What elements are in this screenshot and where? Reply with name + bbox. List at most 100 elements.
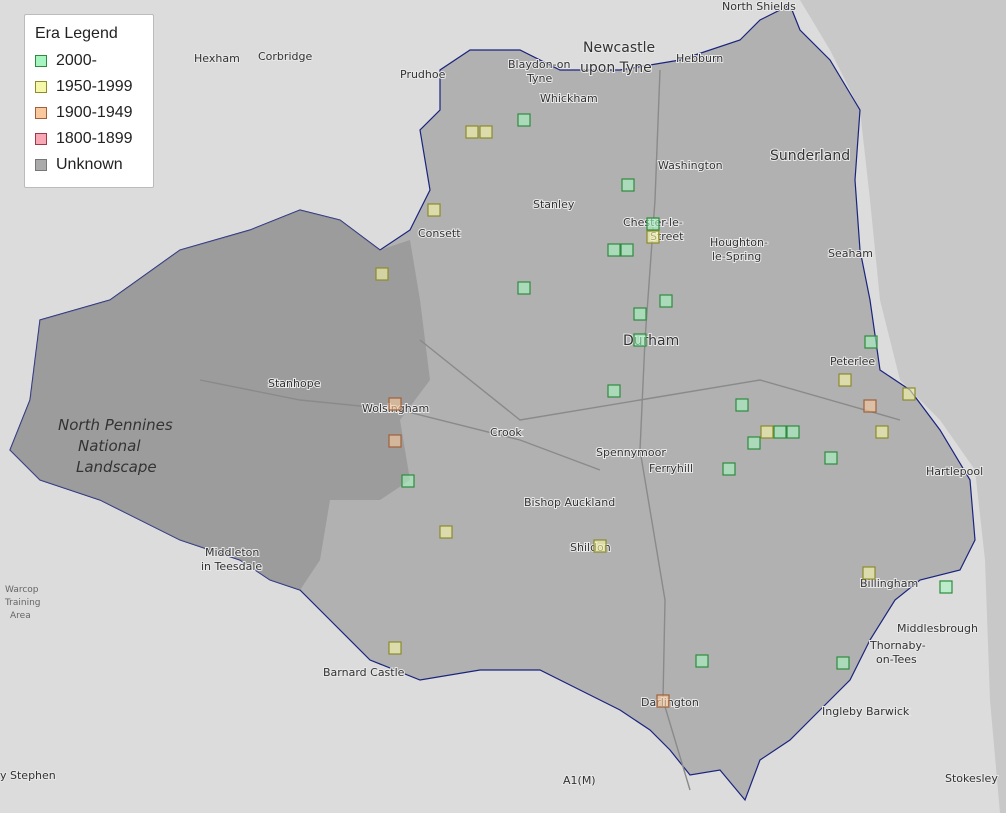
site-marker[interactable]	[517, 281, 531, 295]
site-marker[interactable]	[621, 178, 635, 192]
site-marker[interactable]	[479, 125, 493, 139]
site-marker[interactable]	[875, 425, 889, 439]
place-label-durham: Durham	[623, 333, 679, 349]
legend-item: 1900-1949	[35, 100, 143, 126]
site-marker[interactable]	[646, 217, 660, 231]
county-boundary	[9, 4, 976, 802]
place-label-darlington: Darlington	[641, 696, 699, 709]
place-label-road: A1(M)	[563, 774, 596, 787]
place-label-newcastle1: Newcastle	[583, 40, 655, 56]
site-marker[interactable]	[760, 425, 774, 439]
place-label-prudhoe: Prudhoe	[400, 68, 446, 81]
legend-swatch	[35, 133, 47, 145]
place-label-washington: Washington	[658, 159, 723, 172]
place-label-hexham: Hexham	[194, 52, 240, 65]
site-marker[interactable]	[735, 398, 749, 412]
legend-swatch	[35, 107, 47, 119]
place-label-stokesley: Stokesley	[945, 772, 998, 785]
place-label-np1: North Pennines	[58, 416, 173, 434]
place-label-barnard: Barnard Castle	[323, 666, 405, 679]
site-marker[interactable]	[864, 335, 878, 349]
site-marker[interactable]	[633, 307, 647, 321]
site-marker[interactable]	[902, 387, 916, 401]
place-label-bishop: Bishop Auckland	[524, 496, 615, 509]
place-label-sunderland: Sunderland	[770, 148, 850, 164]
place-label-np2: National	[78, 437, 141, 455]
place-label-ferryhill: Ferryhill	[649, 462, 693, 475]
legend-item: 1800-1899	[35, 126, 143, 152]
site-marker[interactable]	[388, 434, 402, 448]
place-label-ingleby: Ingleby Barwick	[822, 705, 910, 718]
place-label-stanley: Stanley	[533, 198, 575, 211]
place-label-middleton1: Middleton	[205, 546, 259, 559]
place-label-corbridge: Corbridge	[258, 50, 312, 63]
legend-item: 1950-1999	[35, 74, 143, 100]
era-legend: Era Legend 2000- 1950-1999 1900-1949 1800-1…	[24, 14, 154, 188]
place-label-middleton2: in Teesdale	[201, 560, 262, 573]
place-label-thornaby2: on-Tees	[876, 653, 917, 666]
place-label-crook: Crook	[490, 426, 522, 439]
site-marker[interactable]	[838, 373, 852, 387]
place-label-north_shields: North Shields	[722, 0, 796, 13]
place-label-np3: Landscape	[76, 458, 157, 476]
site-marker[interactable]	[427, 203, 441, 217]
legend-label: 1900-1949	[56, 104, 133, 121]
legend-swatch	[35, 159, 47, 171]
site-marker[interactable]	[863, 399, 877, 413]
site-marker[interactable]	[633, 333, 647, 347]
place-label-thornaby1: Thornaby-	[869, 639, 926, 652]
place-label-seaham: Seaham	[828, 247, 873, 260]
site-marker[interactable]	[773, 425, 787, 439]
place-label-peterlee: Peterlee	[830, 355, 875, 368]
site-marker[interactable]	[607, 384, 621, 398]
site-marker[interactable]	[593, 539, 607, 553]
place-label-houghton1: Houghton-	[710, 236, 768, 249]
national-landscape-area	[10, 210, 430, 590]
legend-label: 2000-	[56, 52, 97, 69]
site-marker[interactable]	[656, 694, 670, 708]
site-marker[interactable]	[939, 580, 953, 594]
site-marker[interactable]	[388, 641, 402, 655]
place-label-warcop1: Warcop	[5, 585, 39, 595]
site-marker[interactable]	[401, 474, 415, 488]
site-marker[interactable]	[824, 451, 838, 465]
place-label-stephen: y Stephen	[0, 769, 56, 782]
legend-label: Unknown	[56, 156, 123, 173]
site-marker[interactable]	[659, 294, 673, 308]
site-marker[interactable]	[722, 462, 736, 476]
site-marker[interactable]	[620, 243, 634, 257]
place-label-spennymoor: Spennymoor	[596, 446, 666, 459]
place-label-blaydon1: Blaydon-on	[508, 58, 570, 71]
place-label-whickham: Whickham	[540, 92, 598, 105]
site-marker[interactable]	[465, 125, 479, 139]
site-marker[interactable]	[375, 267, 389, 281]
site-marker[interactable]	[836, 656, 850, 670]
place-label-hartlepool: Hartlepool	[926, 465, 983, 478]
site-marker[interactable]	[862, 566, 876, 580]
place-label-warcop3: Area	[10, 611, 31, 621]
legend-item: 2000-	[35, 48, 143, 74]
site-marker[interactable]	[646, 230, 660, 244]
place-label-blaydon2: Tyne	[526, 72, 552, 85]
legend-swatch	[35, 81, 47, 93]
place-label-newcastle2: upon Tyne	[580, 60, 652, 76]
site-marker[interactable]	[786, 425, 800, 439]
place-label-warcop2: Training	[4, 598, 41, 608]
legend-item: Unknown	[35, 152, 143, 178]
place-label-stanhope: Stanhope	[268, 377, 321, 390]
site-marker[interactable]	[388, 397, 402, 411]
site-marker[interactable]	[607, 243, 621, 257]
place-label-houghton2: le-Spring	[712, 250, 761, 263]
site-marker[interactable]	[747, 436, 761, 450]
legend-title: Era Legend	[35, 25, 118, 42]
place-label-consett: Consett	[418, 227, 461, 240]
legend-swatch	[35, 55, 47, 67]
place-label-billingham: Billingham	[860, 577, 918, 590]
sea	[800, 0, 1006, 813]
site-marker[interactable]	[439, 525, 453, 539]
place-label-hebburn: Hebburn	[676, 52, 723, 65]
site-marker[interactable]	[695, 654, 709, 668]
legend-label: 1950-1999	[56, 78, 133, 95]
site-marker[interactable]	[517, 113, 531, 127]
